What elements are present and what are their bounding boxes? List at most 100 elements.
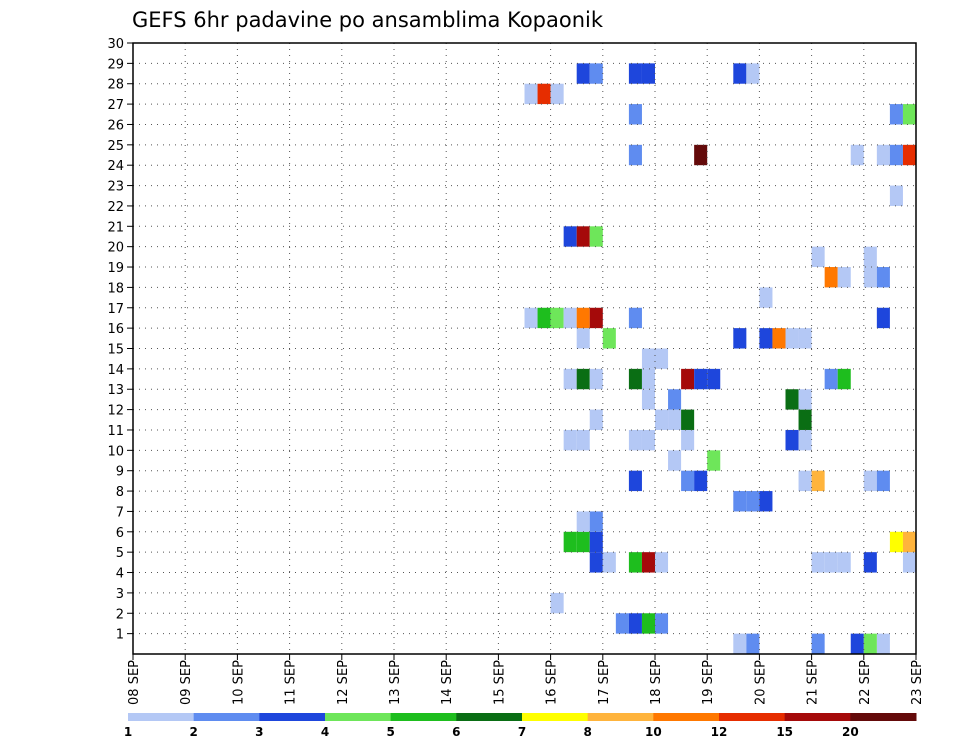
data-cell: [628, 429, 642, 451]
data-cell: [628, 104, 642, 125]
data-cell: [589, 511, 603, 532]
data-cell: [863, 552, 877, 573]
colorbar-label: 12: [711, 725, 728, 739]
data-cell: [733, 328, 747, 349]
data-cell: [811, 552, 825, 573]
data-cell: [733, 633, 747, 654]
data-cell: [563, 531, 577, 553]
data-cell: [628, 552, 642, 573]
data-cell: [785, 328, 799, 349]
data-cell: [733, 491, 747, 512]
y-tick-label: 1: [116, 628, 124, 643]
data-cell: [524, 83, 538, 105]
data-cell: [576, 226, 590, 247]
data-cell: [837, 368, 851, 390]
data-cell: [641, 613, 655, 634]
chart-title: GEFS 6hr padavine po ansamblima Kopaonik: [132, 8, 604, 32]
x-tick-label: 16 SEP: [545, 660, 560, 705]
data-cell: [876, 144, 890, 166]
data-cell: [615, 613, 629, 634]
data-cell: [837, 267, 851, 288]
x-tick-label: 19 SEP: [701, 660, 716, 705]
y-tick-label: 23: [107, 180, 124, 195]
data-cell: [524, 307, 538, 329]
colorbar-swatch: [784, 713, 851, 721]
y-tick-label: 13: [107, 383, 124, 398]
x-tick-label: 20 SEP: [753, 660, 768, 705]
y-tick-label: 19: [107, 261, 124, 276]
y-tick-label: 24: [107, 159, 124, 174]
y-tick-label: 3: [116, 587, 124, 602]
data-cell: [576, 307, 590, 329]
data-cell: [798, 470, 812, 492]
data-cell: [707, 450, 721, 471]
data-cell: [707, 368, 721, 390]
data-cell: [694, 470, 708, 492]
y-tick-label: 14: [107, 363, 124, 378]
data-cell: [824, 368, 838, 390]
data-cell: [811, 470, 825, 492]
data-cell: [641, 429, 655, 451]
data-cell: [694, 368, 708, 390]
colorbar-swatch: [128, 713, 195, 721]
colorbar-label: 7: [518, 725, 526, 739]
colorbar-swatch: [719, 713, 786, 721]
x-tick-label: 12 SEP: [336, 660, 351, 705]
colorbar-label: 2: [189, 725, 197, 739]
colorbar-label: 20: [842, 725, 859, 739]
data-cell: [876, 307, 890, 329]
x-tick-label: 17 SEP: [597, 660, 612, 705]
x-tick-label: 23 SEP: [910, 660, 925, 705]
data-cell: [668, 409, 682, 430]
x-axis: 08 SEP 09 SEP 10 SEP 11 SEP 12 SEP 13 SEP 14 S…: [127, 654, 925, 705]
colorbar-label: 15: [776, 725, 793, 739]
y-tick-label: 18: [107, 281, 124, 296]
data-cell: [641, 552, 655, 573]
y-tick-label: 11: [107, 424, 124, 439]
data-cell: [602, 552, 616, 573]
data-cell: [889, 144, 903, 166]
x-tick-label: 15 SEP: [492, 660, 507, 705]
x-tick-label: 13 SEP: [388, 660, 403, 705]
colorbar-swatch: [325, 713, 392, 721]
data-cell: [589, 409, 603, 430]
data-cell: [902, 552, 916, 573]
data-cell: [668, 450, 682, 471]
data-cell: [641, 348, 655, 369]
colorbar-swatch: [193, 713, 260, 721]
data-cell: [628, 144, 642, 166]
colorbar-swatch: [259, 713, 326, 721]
data-cell: [628, 470, 642, 492]
colorbar-swatch: [390, 713, 457, 721]
y-tick-label: 29: [107, 57, 124, 72]
data-cell: [655, 552, 669, 573]
data-cell: [655, 348, 669, 369]
colorbar: 1 2 3 4 5 6 7 8 10 12 15 20: [124, 713, 917, 739]
y-tick-label: 16: [107, 322, 124, 337]
y-tick-label: 26: [107, 118, 124, 133]
data-cell: [798, 429, 812, 451]
data-cell: [759, 328, 773, 349]
data-cell: [785, 389, 799, 410]
y-tick-label: 27: [107, 98, 124, 113]
data-cell: [785, 429, 799, 451]
data-cell: [824, 267, 838, 288]
data-cell: [576, 368, 590, 390]
data-cell: [655, 409, 669, 430]
data-cell: [563, 429, 577, 451]
data-cell: [589, 63, 603, 84]
data-cell: [563, 226, 577, 247]
data-cell: [589, 226, 603, 247]
data-cell: [628, 368, 642, 390]
data-cell: [576, 429, 590, 451]
data-cell: [641, 63, 655, 84]
data-cell: [576, 531, 590, 553]
data-cell: [628, 63, 642, 84]
data-cell: [589, 307, 603, 329]
data-cell: [589, 531, 603, 553]
data-cell: [563, 368, 577, 390]
x-tick-label: 08 SEP: [127, 660, 142, 705]
data-cell: [863, 267, 877, 288]
data-cell: [824, 552, 838, 573]
